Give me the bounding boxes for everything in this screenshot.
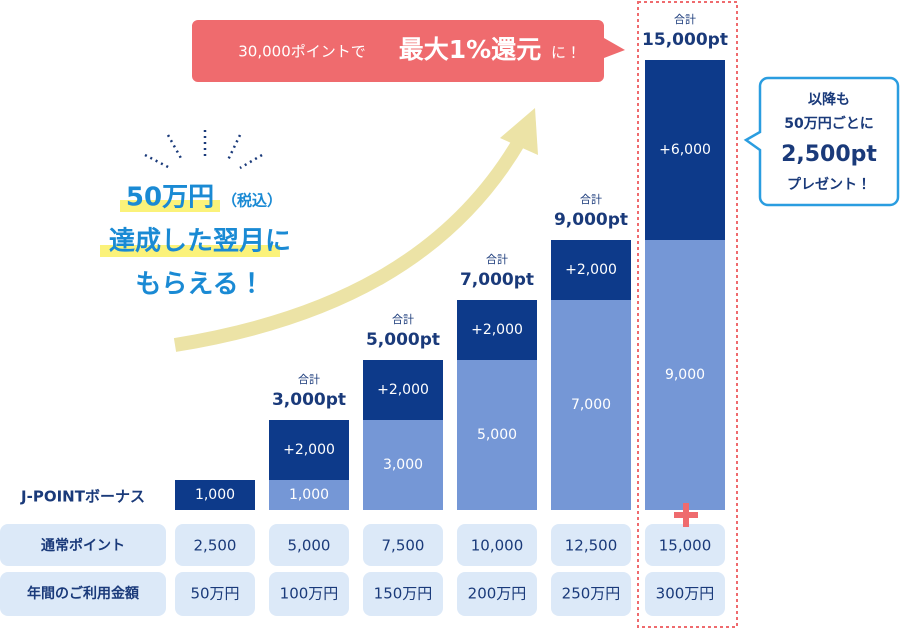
bar-segment — [457, 360, 537, 510]
value-label: +6,000 — [659, 142, 711, 158]
table-cell — [645, 524, 725, 566]
category-label: 250万円 — [562, 585, 621, 603]
total-label: 3,000pt — [272, 390, 346, 410]
arrow-head — [500, 108, 538, 155]
table-cell — [457, 572, 537, 616]
table-cell — [363, 572, 443, 616]
table-cell — [175, 524, 255, 566]
headline-line: 達成した翌月に — [109, 227, 291, 257]
bubble-text: 以降も — [808, 91, 850, 108]
value-label: 5,000 — [477, 427, 517, 443]
bar-segment — [551, 240, 631, 300]
total-caption: 合計 — [580, 192, 602, 206]
row-label: J-POINTボーナス — [20, 488, 145, 506]
bar-segment — [363, 360, 443, 420]
value-label: 3,000 — [383, 457, 423, 473]
total-caption: 合計 — [486, 252, 508, 266]
banner-emphasis: 最大1%還元 — [399, 35, 541, 64]
total-caption: 合計 — [392, 312, 414, 326]
bubble — [743, 76, 900, 207]
bubble-emphasis: 2,500pt — [781, 142, 877, 167]
category-label: 150万円 — [374, 585, 433, 603]
total-label: 9,000pt — [554, 210, 628, 230]
headline-note: （税込） — [222, 192, 282, 210]
bar-segment — [269, 480, 349, 510]
value-label: 1,000 — [289, 487, 329, 503]
bar-segment — [551, 300, 631, 510]
total-label: 5,000pt — [366, 330, 440, 350]
category-label: 100万円 — [280, 585, 339, 603]
table-cell — [269, 524, 349, 566]
row-header — [0, 572, 166, 616]
row-label: 年間のご利用金額 — [27, 585, 140, 602]
headline-line: もらえる！ — [135, 270, 264, 300]
total-label: 15,000pt — [642, 30, 728, 50]
normal-points: 10,000 — [471, 537, 524, 555]
row-header — [0, 524, 166, 566]
category-label: 200万円 — [468, 585, 527, 603]
sparkles — [144, 130, 263, 170]
category-label: 300万円 — [656, 585, 715, 603]
highlight — [120, 200, 220, 212]
value-label: +2,000 — [471, 322, 523, 338]
value-label: +2,000 — [377, 382, 429, 398]
table-cell — [551, 524, 631, 566]
value-label: 9,000 — [665, 367, 705, 383]
bar-segment — [175, 480, 255, 510]
total-label: 7,000pt — [460, 270, 534, 290]
value-label: +2,000 — [283, 442, 335, 458]
bar-segment — [645, 240, 725, 510]
total-caption: 合計 — [298, 372, 320, 386]
bar-segment — [457, 300, 537, 360]
table-cell — [269, 572, 349, 616]
value-label: +2,000 — [565, 262, 617, 278]
plus-icon — [674, 503, 698, 527]
banner-text: 30,000ポイントで — [238, 43, 366, 61]
bar-segment — [269, 420, 349, 480]
table-cell — [363, 524, 443, 566]
banner — [192, 20, 625, 82]
value-label: 1,000 — [195, 487, 235, 503]
growth-arrow — [173, 136, 527, 352]
bar-segment — [645, 60, 725, 240]
normal-points: 5,000 — [288, 537, 331, 555]
table-cell — [175, 572, 255, 616]
bar-segment — [363, 420, 443, 510]
normal-points: 15,000 — [659, 537, 712, 555]
bubble-text: 50万円ごとに — [784, 115, 873, 132]
table-cell — [645, 572, 725, 616]
bubble-text: プレゼント！ — [787, 176, 871, 193]
table-cell — [457, 524, 537, 566]
total-caption: 合計 — [674, 12, 696, 26]
normal-points: 2,500 — [194, 537, 237, 555]
normal-points: 7,500 — [382, 537, 425, 555]
headline-amount: 50万円 — [126, 183, 214, 213]
highlight-box — [637, 1, 738, 628]
row-label: 通常ポイント — [41, 537, 125, 554]
banner-text: に！ — [551, 44, 581, 62]
category-label: 50万円 — [190, 585, 239, 603]
table-cell — [551, 572, 631, 616]
value-label: 7,000 — [571, 397, 611, 413]
highlight — [100, 245, 280, 257]
normal-points: 12,500 — [565, 537, 618, 555]
